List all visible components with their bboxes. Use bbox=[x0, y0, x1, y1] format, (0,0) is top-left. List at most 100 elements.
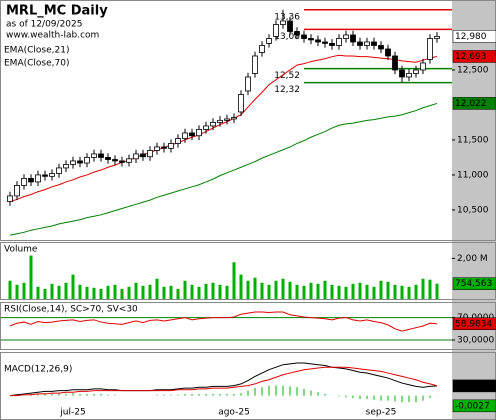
candle-body bbox=[203, 125, 209, 130]
volume-bar bbox=[225, 285, 229, 299]
value-tag bbox=[452, 399, 496, 413]
candle-body bbox=[70, 160, 76, 165]
volume-bar bbox=[36, 286, 40, 299]
candle-body bbox=[133, 153, 139, 160]
volume-bar bbox=[176, 288, 180, 299]
candle-body bbox=[189, 132, 195, 137]
signal-line bbox=[10, 366, 438, 397]
x-tick-label: jul-25 bbox=[59, 408, 85, 418]
volume-bar bbox=[421, 278, 425, 299]
candle-body bbox=[357, 41, 363, 46]
volume-bar bbox=[50, 283, 54, 299]
legend-entry: EMA(Close,21) bbox=[4, 46, 69, 56]
volume-bar bbox=[288, 281, 292, 299]
subtitle: as of 12/09/2025 bbox=[6, 20, 82, 30]
volume-bar bbox=[267, 284, 271, 299]
volume-bar bbox=[183, 280, 187, 299]
candle-body bbox=[427, 38, 433, 60]
candle-body bbox=[315, 39, 321, 43]
volume-bar bbox=[99, 288, 103, 299]
volume-bar bbox=[428, 279, 432, 299]
volume-bar bbox=[400, 285, 404, 299]
candle-body bbox=[329, 42, 335, 46]
value-label: 0,1161 bbox=[455, 381, 487, 391]
y-tick-label: 11,500 bbox=[457, 135, 489, 145]
candle-body bbox=[350, 34, 356, 43]
ema-line bbox=[9, 54, 438, 202]
volume-bar bbox=[141, 285, 145, 299]
volume-bar bbox=[218, 284, 222, 299]
volume-bar bbox=[134, 282, 138, 299]
candle-body bbox=[343, 34, 349, 39]
candle-body bbox=[420, 62, 426, 71]
value-label: 58,9834 bbox=[455, 319, 492, 329]
value-tag bbox=[452, 50, 496, 63]
volume-bar bbox=[407, 286, 411, 299]
volume-bar bbox=[274, 280, 278, 299]
source: www.wealth-lab.com bbox=[6, 31, 99, 41]
candle-body bbox=[252, 55, 258, 74]
volume-bar bbox=[281, 278, 285, 299]
volume-bar bbox=[358, 282, 362, 299]
candle-body bbox=[399, 69, 405, 78]
value-label: -0,0027 bbox=[455, 401, 490, 411]
volume-bar bbox=[29, 255, 33, 299]
volume-bar bbox=[15, 284, 19, 299]
volume-bar bbox=[246, 280, 250, 299]
volume-bar bbox=[64, 282, 68, 299]
candle-body bbox=[35, 174, 41, 183]
candle-body bbox=[28, 178, 34, 183]
candle-body bbox=[182, 132, 188, 139]
candle-body bbox=[245, 76, 251, 92]
candle-body bbox=[175, 138, 181, 144]
candle-body bbox=[196, 129, 202, 137]
candle-body bbox=[371, 41, 377, 46]
y-tick-label: 2,00 M bbox=[457, 254, 488, 264]
y-tick-label: 11,000 bbox=[457, 170, 489, 180]
candle-body bbox=[168, 143, 174, 149]
volume-bar bbox=[260, 282, 264, 299]
candle-body bbox=[259, 45, 265, 53]
level-label: 12,52 bbox=[274, 71, 300, 81]
value-label: 12,022 bbox=[455, 99, 487, 109]
candle-body bbox=[238, 94, 244, 113]
value-tag bbox=[452, 277, 496, 290]
volume-bar bbox=[309, 282, 313, 299]
candle-body bbox=[224, 118, 230, 121]
level-label: 13,36 bbox=[274, 12, 300, 22]
candle-body bbox=[301, 34, 307, 39]
candle-body bbox=[385, 48, 391, 57]
candle-body bbox=[378, 45, 384, 50]
panel-title: Volume bbox=[4, 245, 38, 255]
candle-body bbox=[98, 153, 104, 158]
y-tick-label: 30,0000 bbox=[457, 336, 494, 346]
volume-bar bbox=[148, 284, 152, 299]
volume-bar bbox=[120, 288, 124, 299]
volume-bar bbox=[78, 284, 82, 299]
candle-body bbox=[21, 178, 27, 186]
candle-body bbox=[112, 159, 118, 162]
volume-bar bbox=[337, 285, 341, 299]
volume-bar bbox=[22, 282, 26, 299]
candle-body bbox=[217, 119, 223, 123]
candle-body bbox=[294, 31, 300, 36]
value-label: 12,980 bbox=[455, 32, 487, 42]
level-label: 12,32 bbox=[274, 85, 300, 95]
candle-body bbox=[413, 69, 419, 74]
candle-body bbox=[77, 160, 83, 164]
macd-line bbox=[9, 362, 438, 397]
x-tick-label: sep-25 bbox=[366, 408, 397, 418]
candle-body bbox=[161, 146, 167, 149]
candle-body bbox=[287, 20, 293, 32]
volume-bar bbox=[106, 285, 110, 299]
candle-body bbox=[266, 38, 272, 44]
candle-body bbox=[406, 73, 412, 78]
candle-body bbox=[280, 20, 286, 25]
candle-body bbox=[434, 35, 440, 39]
value-tag bbox=[452, 379, 496, 393]
candle-body bbox=[105, 157, 111, 160]
volume-bar bbox=[8, 280, 12, 299]
volume-bar bbox=[365, 284, 369, 299]
volume-bar bbox=[169, 285, 173, 299]
